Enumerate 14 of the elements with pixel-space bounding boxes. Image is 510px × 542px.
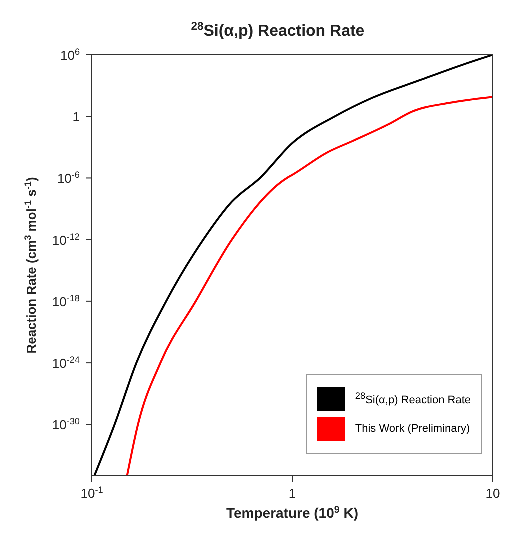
y-tick-label: 1 bbox=[72, 110, 80, 125]
y-tick-label: 10$^{-30}$ bbox=[52, 416, 80, 433]
chart-title: $^{28}$Si(α,p) Reaction Rate bbox=[191, 21, 365, 40]
y-tick-label: 10$^{-18}$ bbox=[52, 293, 80, 310]
x-tick-label: 10 bbox=[486, 486, 500, 501]
y-tick-label: 10$^{-24}$ bbox=[52, 355, 80, 372]
x-tick-label: 1 bbox=[288, 486, 296, 501]
legend-label: $^{28}$Si(α,p) Reaction Rate bbox=[355, 391, 471, 407]
y-tick-label: 10$^{6}$ bbox=[60, 47, 80, 63]
legend-label: This Work (Preliminary) bbox=[355, 423, 470, 435]
x-axis-title: Temperature (10$^{9}$ K) bbox=[226, 504, 359, 521]
y-tick-label: 10$^{-12}$ bbox=[52, 232, 80, 248]
x-tick-label: 10$^{-1}$ bbox=[80, 485, 104, 501]
y-tick-label: 10$^{-6}$ bbox=[57, 170, 80, 186]
